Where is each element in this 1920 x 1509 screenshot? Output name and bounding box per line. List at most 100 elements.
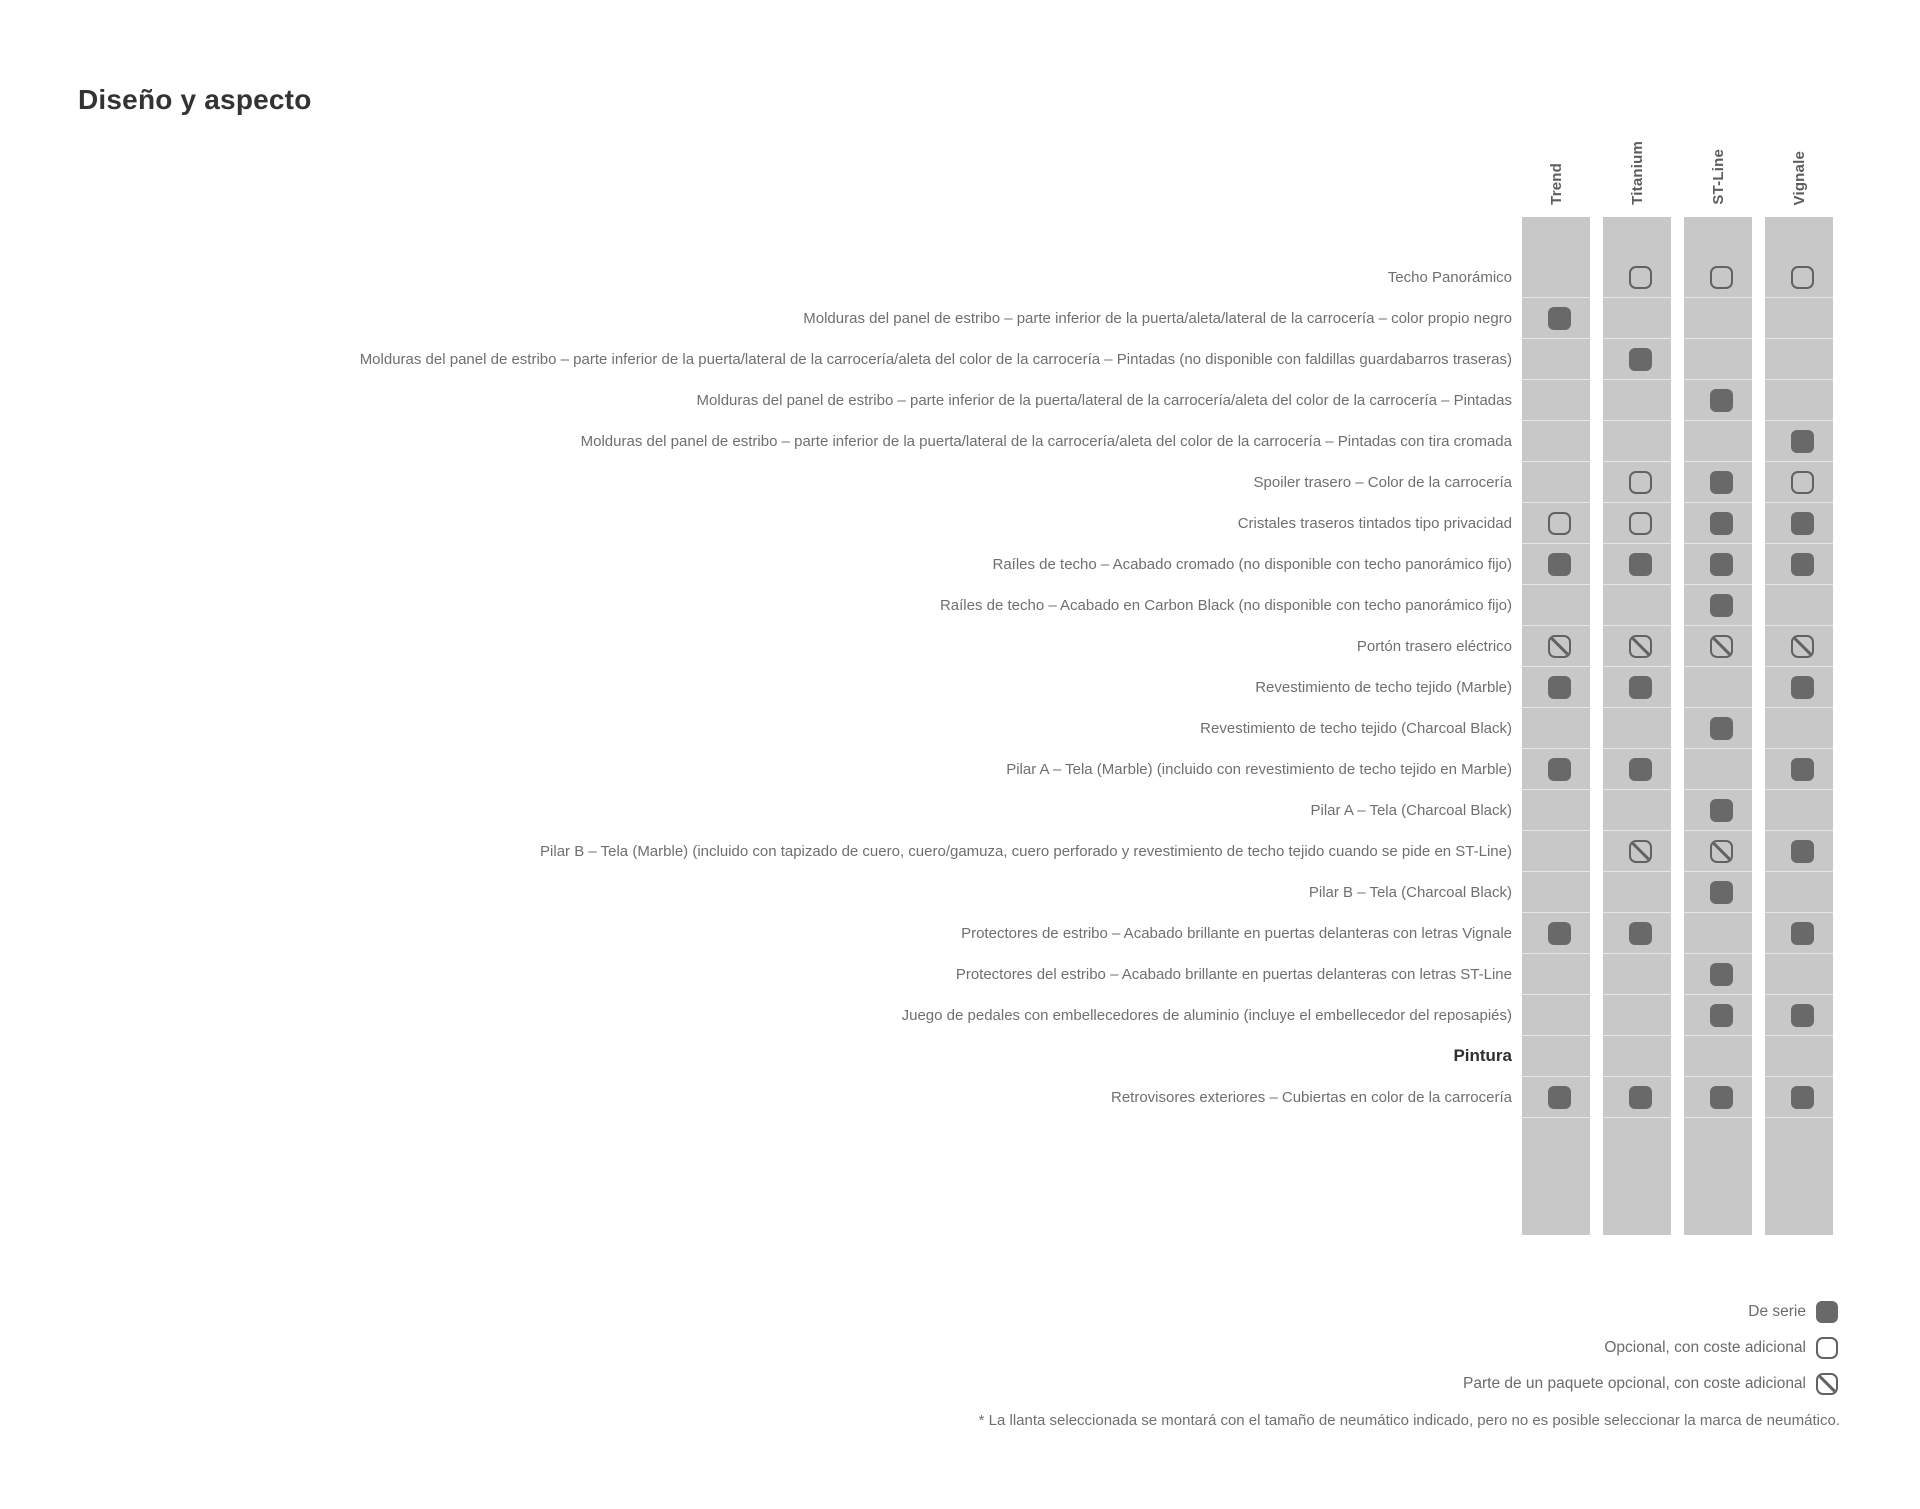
availability-cell (1687, 388, 1755, 412)
legend-item: Parte de un paquete opcional, con coste … (1463, 1366, 1838, 1402)
table-row: Molduras del panel de estribo – parte in… (0, 339, 1860, 380)
column-band-trend (1522, 217, 1590, 1235)
de-serie-icon (1709, 511, 1733, 535)
availability-cell (1525, 552, 1593, 576)
availability-cell (1525, 306, 1593, 330)
feature-label: Cristales traseros tintados tipo privaci… (1237, 514, 1512, 532)
availability-cell (1768, 511, 1836, 535)
legend-label: Parte de un paquete opcional, con coste … (1463, 1375, 1806, 1392)
availability-cell (1606, 511, 1674, 535)
de-serie-icon (1547, 306, 1571, 330)
table-row: Raíles de techo – Acabado en Carbon Blac… (0, 585, 1860, 626)
availability-cell (1687, 593, 1755, 617)
availability-cell (1606, 470, 1674, 494)
availability-cell (1768, 1085, 1836, 1109)
table-row: Cristales traseros tintados tipo privaci… (0, 503, 1860, 544)
feature-label: Pilar B – Tela (Charcoal Black) (1308, 883, 1512, 901)
availability-cell (1687, 634, 1755, 658)
de-serie-icon (1790, 511, 1814, 535)
de-serie-icon (1628, 347, 1652, 371)
column-header-label: Vignale (1790, 150, 1808, 205)
de-serie-icon (1709, 962, 1733, 986)
availability-cell (1687, 265, 1755, 289)
opcional-icon (1790, 265, 1814, 289)
legend-item: De serie (1463, 1294, 1838, 1330)
availability-cell (1606, 634, 1674, 658)
paquete-opcional-icon (1547, 634, 1571, 658)
table-row: Portón trasero eléctrico (0, 626, 1860, 667)
table-row: Pintura (0, 1036, 1860, 1077)
opcional-icon (1790, 470, 1814, 494)
de-serie-icon (1790, 429, 1814, 453)
availability-cell (1768, 552, 1836, 576)
footnote: * La llanta seleccionada se montará con … (978, 1412, 1840, 1429)
availability-cell (1606, 921, 1674, 945)
de-serie-icon (1709, 1003, 1733, 1027)
feature-label: Portón trasero eléctrico (1356, 637, 1512, 655)
availability-cell (1525, 511, 1593, 535)
outline-square-icon (1816, 1337, 1838, 1359)
feature-label: Spoiler trasero – Color de la carrocería (1253, 473, 1512, 491)
de-serie-icon (1709, 1085, 1733, 1109)
availability-cell (1687, 716, 1755, 740)
legend: De serie Opcional, con coste adicional P… (1463, 1294, 1838, 1402)
de-serie-icon (1547, 757, 1571, 781)
table-row: Molduras del panel de estribo – parte in… (0, 380, 1860, 421)
availability-cell (1525, 921, 1593, 945)
feature-label: Pilar A – Tela (Charcoal Black) (1310, 801, 1512, 819)
feature-label: Raíles de techo – Acabado cromado (no di… (992, 555, 1513, 573)
availability-cell (1606, 675, 1674, 699)
paquete-opcional-icon (1709, 839, 1733, 863)
de-serie-icon (1628, 921, 1652, 945)
table-row: Spoiler trasero – Color de la carrocería (0, 462, 1860, 503)
de-serie-icon (1628, 675, 1652, 699)
feature-label: Protectores del estribo – Acabado brilla… (955, 965, 1512, 983)
feature-label: Molduras del panel de estribo – parte in… (803, 309, 1512, 327)
availability-cell (1768, 839, 1836, 863)
availability-cell (1525, 634, 1593, 658)
feature-label: Retrovisores exteriores – Cubiertas en c… (1110, 1088, 1512, 1106)
availability-cell (1606, 552, 1674, 576)
de-serie-icon (1709, 552, 1733, 576)
availability-cell (1606, 265, 1674, 289)
availability-cell (1687, 880, 1755, 904)
availability-cell (1687, 552, 1755, 576)
feature-label: Techo Panorámico (1387, 268, 1512, 286)
feature-table: Techo Panorámico Molduras del panel de e… (0, 257, 1860, 1118)
availability-cell (1768, 757, 1836, 781)
opcional-icon (1547, 511, 1571, 535)
de-serie-icon (1628, 552, 1652, 576)
de-serie-icon (1628, 1085, 1652, 1109)
availability-cell (1687, 511, 1755, 535)
legend-label: De serie (1748, 1303, 1806, 1320)
feature-label: Pilar A – Tela (Marble) (incluido con re… (1006, 760, 1512, 778)
feature-label: Molduras del panel de estribo – parte in… (580, 432, 1512, 450)
table-row: Pilar B – Tela (Charcoal Black) (0, 872, 1860, 913)
table-row: Molduras del panel de estribo – parte in… (0, 298, 1860, 339)
availability-cell (1768, 429, 1836, 453)
feature-label: Molduras del panel de estribo – parte in… (359, 350, 1512, 368)
legend-label: Opcional, con coste adicional (1604, 1339, 1806, 1356)
column-header-label: ST-Line (1709, 149, 1727, 205)
de-serie-icon (1709, 798, 1733, 822)
feature-label: Raíles de techo – Acabado en Carbon Blac… (939, 596, 1512, 614)
opcional-icon (1628, 470, 1652, 494)
feature-label: Molduras del panel de estribo – parte in… (696, 391, 1512, 409)
availability-cell (1687, 962, 1755, 986)
feature-label: Juego de pedales con embellecedores de a… (901, 1006, 1512, 1024)
table-row: Techo Panorámico (0, 257, 1860, 298)
table-row: Molduras del panel de estribo – parte in… (0, 421, 1860, 462)
de-serie-icon (1709, 470, 1733, 494)
de-serie-icon (1790, 1085, 1814, 1109)
opcional-icon (1709, 265, 1733, 289)
availability-cell (1768, 1003, 1836, 1027)
paquete-opcional-icon (1628, 634, 1652, 658)
availability-cell (1525, 1085, 1593, 1109)
de-serie-icon (1709, 716, 1733, 740)
de-serie-icon (1547, 675, 1571, 699)
de-serie-icon (1790, 757, 1814, 781)
column-header-label: Titanium (1628, 141, 1646, 205)
paquete-opcional-icon (1790, 634, 1814, 658)
availability-cell (1525, 675, 1593, 699)
de-serie-icon (1628, 757, 1652, 781)
